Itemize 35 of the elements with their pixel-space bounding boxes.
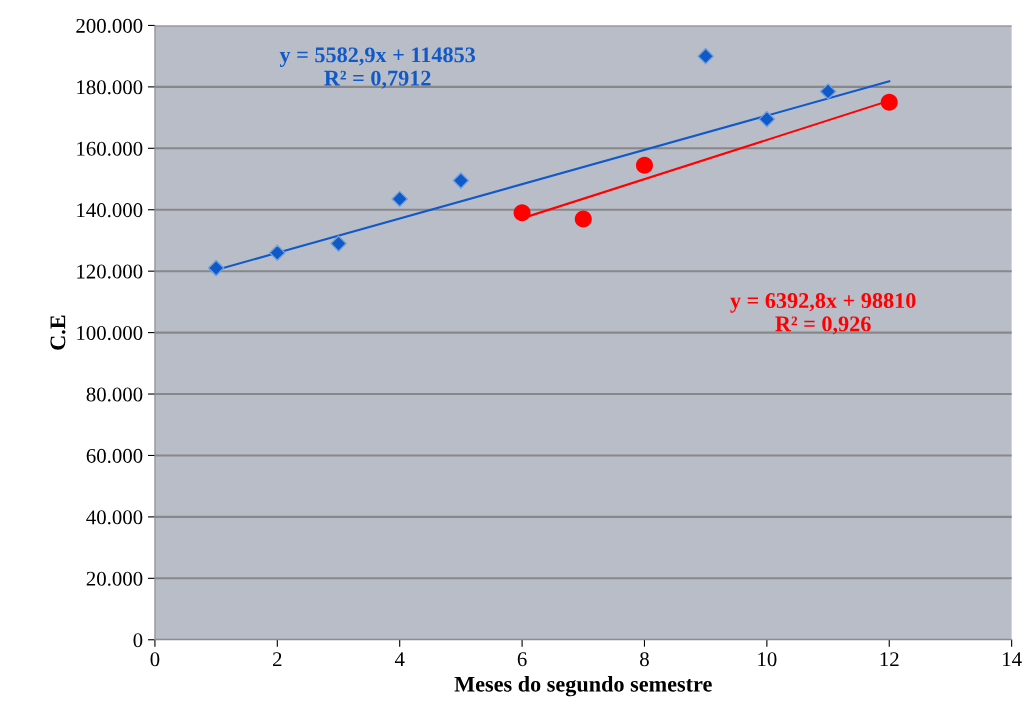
y-tick-label: 40.000 (86, 510, 143, 525)
x-tick-label: 6 (517, 652, 527, 667)
point (452, 172, 470, 189)
annotation: y = 5582,9x + 114853 R² = 0,7912 (279, 47, 476, 89)
y-tick-label: 160.000 (77, 141, 143, 156)
y-axis-title: C.E (50, 315, 66, 350)
annotation: y = 6392,8x + 98810 R² = 0,926 (730, 293, 916, 335)
point (880, 93, 898, 111)
x-tick-label: 4 (394, 652, 405, 667)
point (391, 190, 409, 208)
point (330, 235, 347, 252)
y-tick-label: 140.000 (77, 203, 143, 218)
x-tick-label: 0 (150, 652, 160, 667)
y-tick-label: 0 (133, 633, 143, 648)
x-tick-label: 12 (880, 652, 899, 667)
x-axis-title: Meses do segundo semestre (454, 676, 712, 697)
x-tick-label: 2 (273, 652, 282, 667)
y-tick-label: 80.000 (86, 387, 143, 402)
point (513, 204, 531, 222)
x-tick-label: 8 (640, 652, 649, 667)
point (574, 210, 592, 228)
y-tick-label: 20.000 (86, 571, 143, 586)
point (207, 259, 225, 277)
y-tick-label: 100.000 (77, 325, 143, 341)
point (697, 47, 714, 65)
point (819, 83, 837, 100)
y-tick-label: 60.000 (86, 448, 143, 463)
point (269, 244, 286, 262)
x-tick-label: 10 (758, 652, 777, 667)
y-tick-label: 180.000 (77, 80, 143, 95)
point (758, 110, 776, 128)
y-tick-label: 120.000 (77, 264, 143, 279)
point (635, 156, 653, 174)
y-tick-label: 200.000 (76, 18, 143, 33)
x-tick-label: 14 (1003, 652, 1022, 667)
